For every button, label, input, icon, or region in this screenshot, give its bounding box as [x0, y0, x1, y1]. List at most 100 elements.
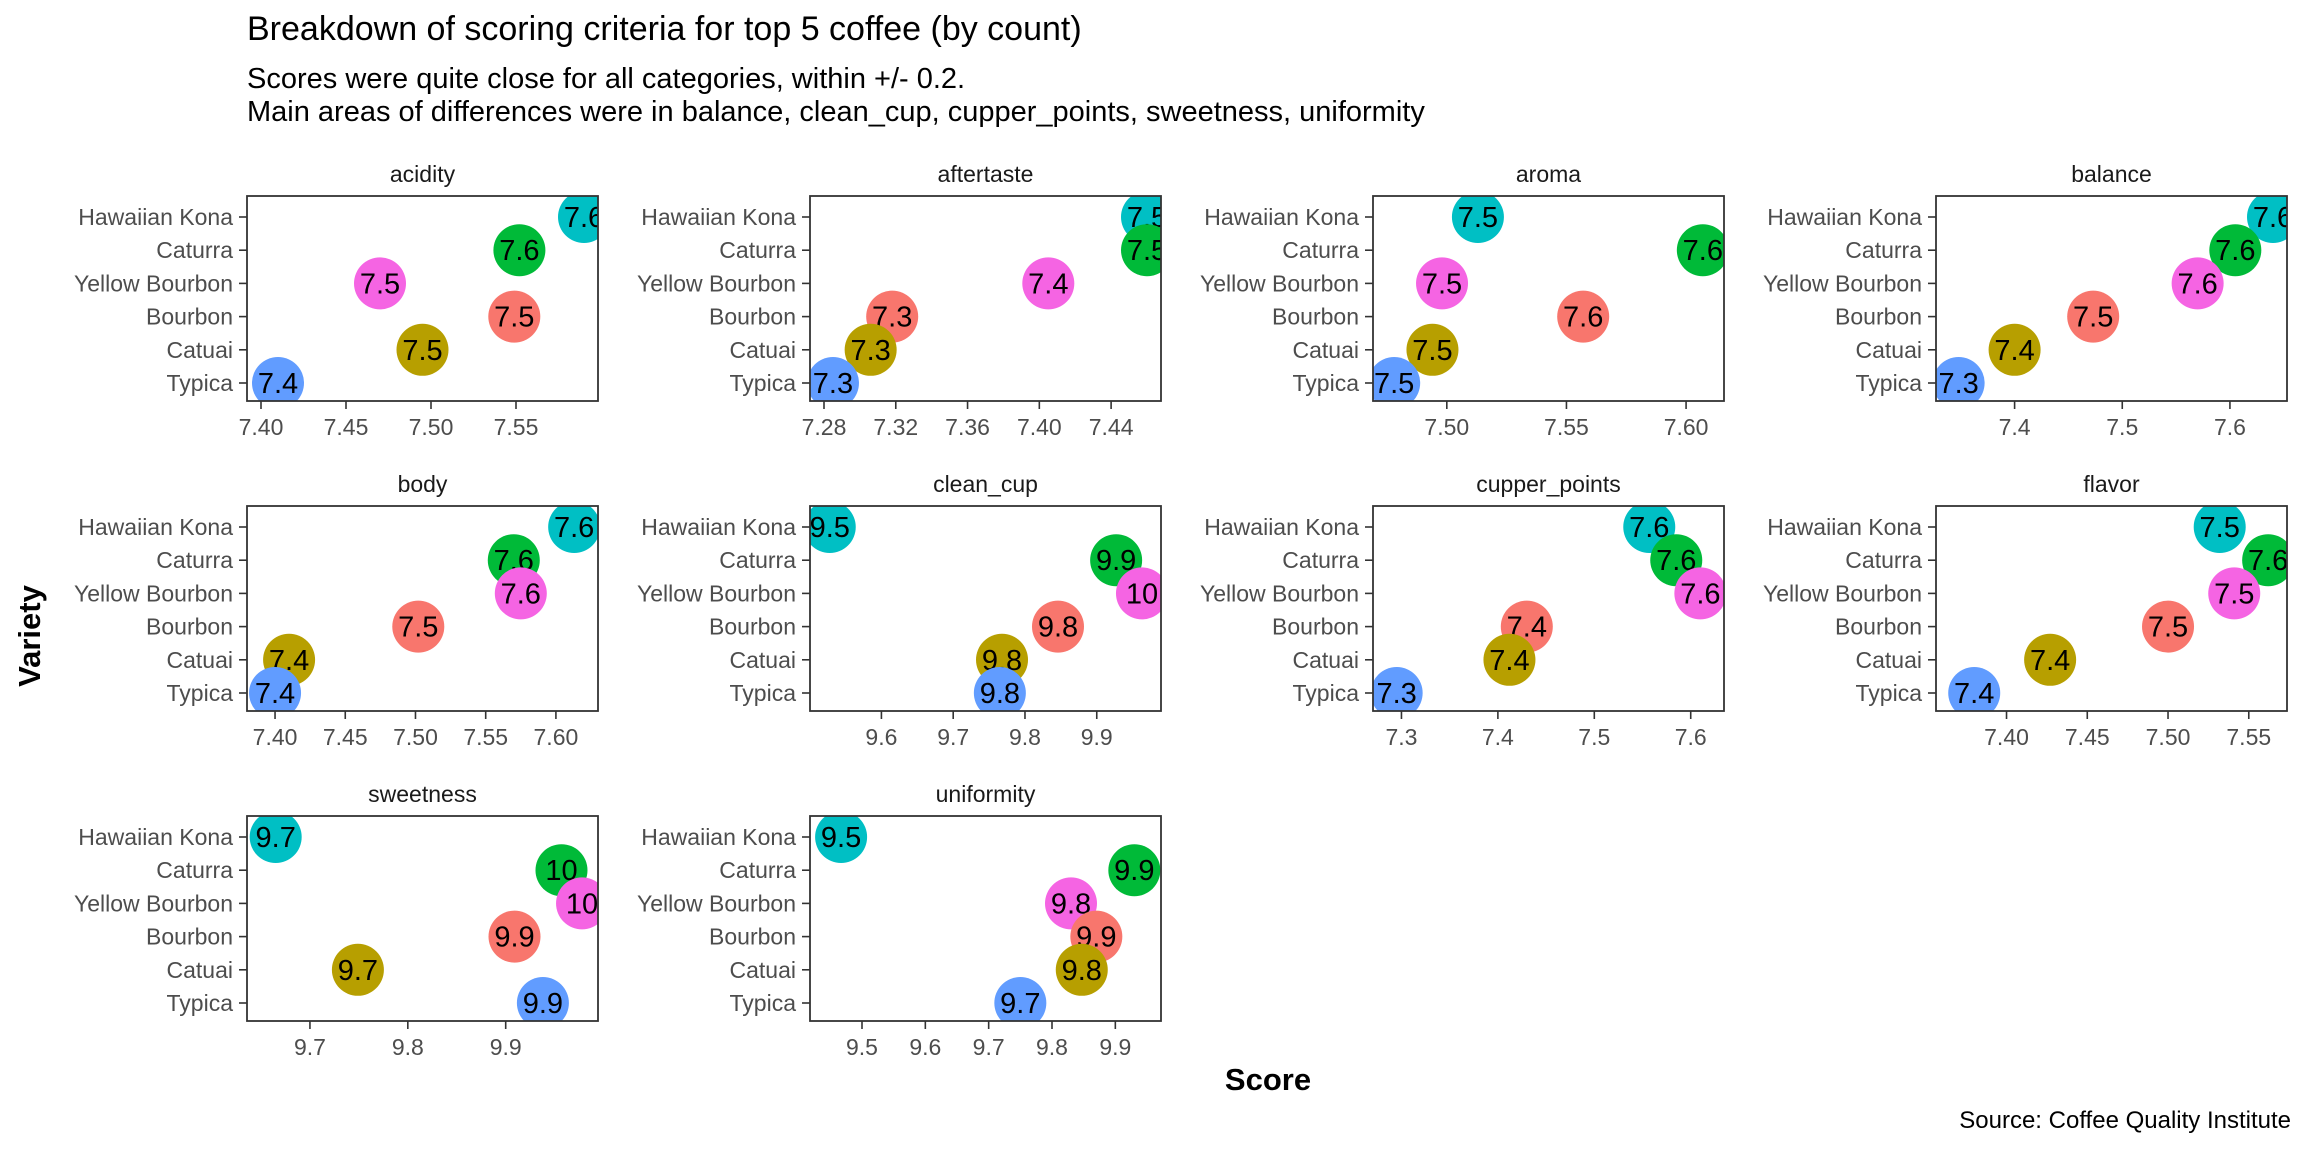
y-tick-label: Caturra [156, 237, 233, 263]
y-tick-label: Typica [1293, 370, 1360, 396]
point-yellow-bourbon [1674, 567, 1724, 620]
point-label: 9.8 [1062, 955, 1102, 987]
y-tick-label: Bourbon [1272, 304, 1359, 330]
y-tick-label: Caturra [156, 857, 233, 883]
point-yellow-bourbon [556, 877, 598, 930]
y-tick-label: Caturra [1282, 547, 1359, 573]
y-tick-label: Yellow Bourbon [74, 270, 233, 296]
panel-border [1935, 195, 2288, 402]
point-catuai [2024, 633, 2077, 686]
point-typica [249, 667, 302, 711]
x-tick-label: 7.55 [2226, 724, 2271, 750]
x-tick-label: 9.6 [865, 724, 897, 750]
y-tick-label: Typica [730, 370, 797, 396]
point-label: 9.9 [494, 922, 534, 954]
point-bourbon [488, 910, 541, 963]
points-group: 7.67.67.67.57.47.4 [249, 506, 598, 711]
points-group: 7.57.67.57.67.57.5 [1373, 196, 1724, 401]
y-tick-label: Bourbon [709, 304, 796, 330]
facet-title: aroma [1516, 161, 1581, 187]
panel-border [246, 195, 599, 402]
y-tick-label: Typica [167, 370, 234, 396]
x-tick-label: 7.40 [1984, 724, 2029, 750]
panel-border [1935, 505, 2288, 712]
source-caption: Source: Coffee Quality Institute [1959, 1107, 2291, 1134]
y-tick-label: Caturra [1282, 237, 1359, 263]
y-tick-label: Bourbon [709, 614, 796, 640]
point-hawaiian-kona [548, 506, 598, 553]
point-hawaiian-kona [2247, 196, 2287, 243]
y-tick-label: Catuai [167, 957, 233, 983]
y-tick-label: Caturra [719, 857, 796, 883]
x-tick-label: 7.55 [494, 414, 539, 440]
y-tick-label: Yellow Bourbon [637, 580, 796, 606]
point-label: 9.7 [338, 955, 378, 987]
point-label: 7.6 [554, 512, 594, 544]
points-group: 9.59.99.89.99.89.7 [815, 816, 1161, 1021]
facet-panel-uniformity: uniformity Hawaiian Kona Caturra Yellow Bou… [637, 781, 1162, 1060]
y-tick-label: Catuai [167, 337, 233, 363]
y-tick-label: Caturra [1845, 547, 1922, 573]
point-label: 7.5 [2073, 302, 2113, 334]
y-tick-label: Typica [1856, 680, 1923, 706]
point-label: 9.8 [1038, 612, 1078, 644]
point-label: 7.5 [2200, 512, 2240, 544]
point-label: 7.5 [1422, 268, 1462, 300]
y-tick-label: Hawaiian Kona [641, 204, 796, 230]
point-yellow-bourbon [2171, 257, 2224, 310]
y-tick-label: Hawaiian Kona [78, 514, 233, 540]
y-tick-label: Hawaiian Kona [1767, 514, 1922, 540]
point-label: 9.9 [523, 988, 563, 1020]
point-label: 7.5 [2214, 578, 2254, 610]
point-label: 7.6 [564, 202, 604, 234]
x-tick-label: 7.60 [534, 724, 579, 750]
y-tick-label: Yellow Bourbon [74, 890, 233, 916]
point-label: 7.6 [501, 578, 541, 610]
point-label: 7.4 [2030, 645, 2070, 677]
point-label: 7.4 [1994, 335, 2034, 367]
point-label: 7.4 [1489, 645, 1529, 677]
points-group: 7.57.67.57.57.47.4 [1948, 506, 2287, 711]
y-tick-label: Catuai [1856, 647, 1922, 673]
point-typica [1948, 667, 2001, 711]
point-label: 7.4 [258, 368, 298, 400]
y-tick-label: Catuai [1293, 337, 1359, 363]
facet-title: balance [2071, 161, 2152, 187]
point-yellow-bourbon [494, 567, 547, 620]
y-tick-label: Hawaiian Kona [1204, 204, 1359, 230]
panel-border [1372, 505, 1725, 712]
x-tick-label: 9.9 [1099, 1034, 1131, 1060]
y-tick-label: Bourbon [1835, 304, 1922, 330]
x-tick-label: 7.45 [323, 724, 368, 750]
point-label: 9.8 [980, 678, 1020, 710]
chart-subtitle-line-2: Main areas of differences were in balanc… [247, 96, 1425, 128]
points-group: 7.67.67.67.47.47.3 [1373, 506, 1724, 711]
y-tick-label: Typica [730, 990, 797, 1016]
x-tick-label: 7.3 [1385, 724, 1417, 750]
point-caturra [493, 224, 546, 277]
facet-title: body [398, 471, 448, 497]
point-catuai [1055, 943, 1108, 996]
point-label: 9.7 [1000, 988, 1040, 1020]
point-hawaiian-kona [815, 816, 868, 863]
point-label: 9.5 [821, 822, 861, 854]
panel-border [809, 815, 1162, 1022]
x-tick-label: 7.28 [802, 414, 847, 440]
x-tick-label: 7.50 [409, 414, 454, 440]
point-label: 7.5 [494, 302, 534, 334]
point-label: 7.3 [1376, 678, 1416, 710]
y-tick-label: Hawaiian Kona [641, 514, 796, 540]
x-tick-label: 9.7 [973, 1034, 1005, 1060]
point-typica [1373, 667, 1423, 711]
x-tick-label: 9.5 [846, 1034, 878, 1060]
y-tick-label: Bourbon [1272, 614, 1359, 640]
point-label: 7.6 [1563, 302, 1603, 334]
x-tick-label: 9.9 [1081, 724, 1113, 750]
point-label: 7.3 [850, 335, 890, 367]
point-catuai [1483, 633, 1536, 686]
point-label: 7.3 [813, 368, 853, 400]
point-bourbon [488, 290, 541, 343]
x-tick-label: 7.4 [1999, 414, 2031, 440]
y-tick-label: Catuai [167, 647, 233, 673]
